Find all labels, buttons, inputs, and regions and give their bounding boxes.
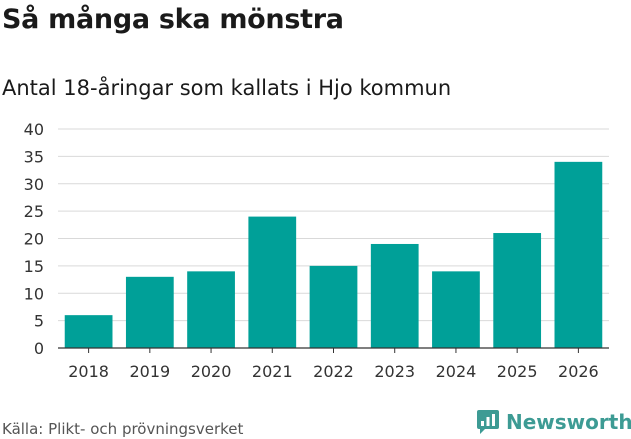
bar bbox=[187, 271, 235, 348]
y-tick-label: 5 bbox=[34, 312, 44, 331]
x-tick-label: 2023 bbox=[374, 362, 415, 381]
x-tick-label: 2025 bbox=[497, 362, 538, 381]
bar bbox=[309, 265, 358, 348]
brand-logo: Newsworthy bbox=[476, 408, 631, 436]
newsworthy-logo-icon bbox=[477, 410, 499, 434]
x-tick-label: 2020 bbox=[191, 362, 232, 381]
y-tick-label: 20 bbox=[24, 230, 44, 249]
bar bbox=[432, 271, 480, 348]
chart-subtitle: Antal 18-åringar som kallats i Hjo kommu… bbox=[2, 76, 452, 100]
y-tick-label: 40 bbox=[24, 120, 44, 139]
y-tick-label: 25 bbox=[24, 202, 44, 221]
y-tick-label: 30 bbox=[24, 175, 44, 194]
source-note: Källa: Plikt- och prövningsverket bbox=[2, 420, 244, 438]
x-tick-label: 2021 bbox=[252, 362, 293, 381]
x-tick-label: 2022 bbox=[313, 362, 354, 381]
bar bbox=[64, 315, 113, 348]
x-tick-label: 2019 bbox=[129, 362, 170, 381]
bar bbox=[554, 161, 603, 348]
y-tick-label: 15 bbox=[24, 257, 44, 276]
x-tick-label: 2026 bbox=[558, 362, 599, 381]
x-tick-label: 2024 bbox=[436, 362, 477, 381]
bar bbox=[370, 243, 419, 348]
brand-name: Newsworthy bbox=[506, 410, 631, 434]
y-tick-label: 35 bbox=[24, 147, 44, 166]
x-tick-label: 2018 bbox=[68, 362, 109, 381]
bar bbox=[493, 233, 542, 348]
chart-title: Så många ska mönstra bbox=[2, 4, 344, 35]
bar bbox=[125, 276, 174, 348]
bar bbox=[248, 216, 297, 348]
y-tick-label: 0 bbox=[34, 339, 44, 358]
y-tick-label: 10 bbox=[24, 284, 44, 303]
